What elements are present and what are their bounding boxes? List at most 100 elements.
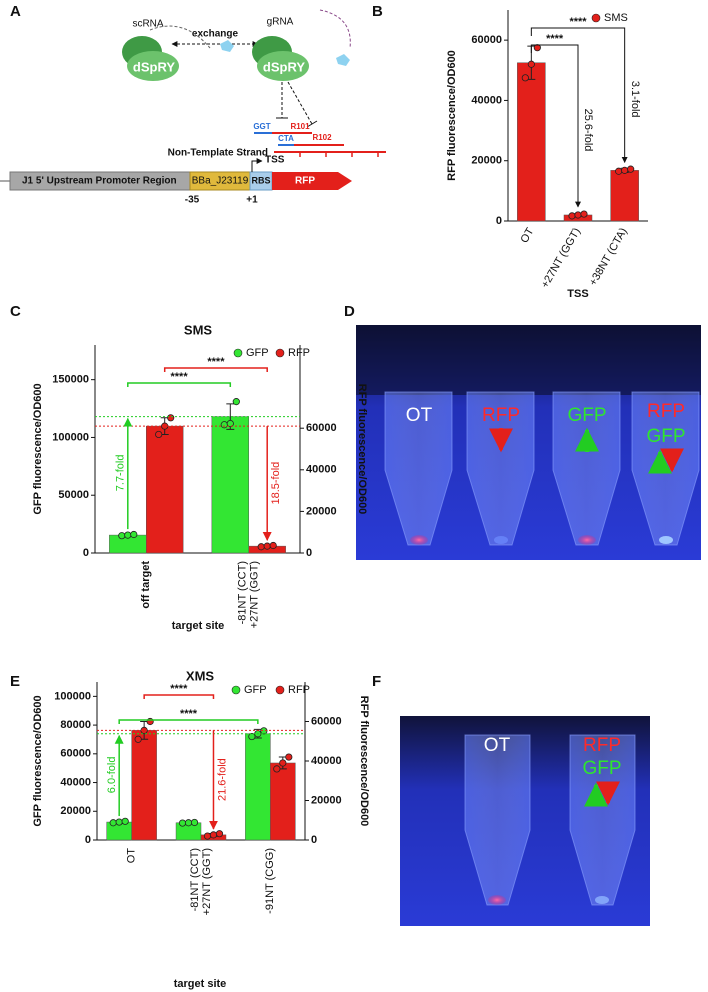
data-point [521,74,529,82]
y-tick-label: 50000 [58,489,89,501]
significance: **** [546,33,564,45]
y-tick-label: 40000 [471,94,502,106]
tube-label: OT [484,735,511,756]
data-point [134,735,142,743]
protein-label: dSpRY [133,59,175,74]
gene [272,172,352,190]
rbs-label: RBS [251,175,270,185]
data-point [178,819,187,827]
y-tick-label: 20000 [471,155,502,167]
y2-tick-label: 20000 [306,505,337,517]
data-point [167,414,175,422]
tube-label: GFP [567,405,606,426]
pam-label: CTA [278,134,294,143]
rna-icon [336,54,350,66]
data-point [533,44,541,52]
repression-line [287,81,313,125]
tube-label: GFP [646,426,685,447]
legend-label: RFP [288,347,310,359]
y2-tick-label: 60000 [306,422,337,434]
data-point [226,419,234,428]
tube-label: OT [406,405,433,426]
data-point [130,530,138,539]
legend-label: GFP [246,347,269,359]
y2-tick-label: 60000 [311,715,342,727]
y-tick-label: 60000 [471,34,502,46]
bracket [118,719,259,724]
tube [384,391,453,546]
chart-title: SMS [184,322,213,337]
protein [257,51,309,81]
y2-tick-label: 0 [311,834,317,846]
rna-icon [220,40,234,52]
label: scRNA [132,19,163,30]
x-tick-label: OT [518,226,536,245]
pellet [410,535,428,545]
data-point [155,430,163,439]
tube-label: RFP [583,735,621,756]
pellet [659,536,673,544]
y-axis-label: GFP fluorescence/OD600 [32,383,44,514]
data-point [273,765,281,773]
bracket [530,27,628,163]
y2-tick-label: 40000 [306,464,337,476]
tube [464,734,531,906]
data-point [527,60,535,68]
panel-d-photo: OT RFP GFP RFP GFP [356,325,701,560]
y-axis-label: RFP fluorescence/OD600 [446,50,458,181]
panel-label: B [372,3,383,20]
legend-marker [275,685,285,695]
x-tick-label: -81NT (CCT) [189,848,201,911]
significance: **** [207,356,225,368]
panel-label: E [10,673,20,690]
x-axis-label: target site [172,620,225,632]
x-axis-label: target site [174,978,227,990]
legend-marker [591,13,601,23]
data-point [269,541,277,550]
legend-marker [231,685,241,695]
y-tick-label: 40000 [60,776,91,788]
fold-label: 25.6-fold [582,109,594,152]
promoter-label: J1 5' Upstream Promoter Region [22,176,177,187]
x-tick-label: +38NT (CTA) [587,226,630,288]
legend-label: GFP [244,684,267,696]
significance: **** [569,16,587,28]
tube-label: GFP [582,758,621,779]
data-point [621,166,629,174]
tube [552,391,621,546]
label: exchange [192,29,239,40]
pellet [494,536,508,544]
y-tick-label: 0 [83,547,89,559]
data-point [574,211,582,219]
rna-strand [319,9,351,49]
y-axis-label: GFP fluorescence/OD600 [32,695,44,826]
y-tick-label: 80000 [60,719,91,731]
data-point [190,818,199,827]
position-label: -35 [185,195,200,206]
rna-strand [149,25,211,49]
legend-marker [275,348,285,358]
fold-label: 18.5-fold [270,462,282,505]
position-label: +1 [246,195,258,206]
data-point [140,726,148,734]
fold-label: 6.0-fold [106,757,118,794]
data-point [121,817,129,825]
bar [131,730,157,841]
bar [610,170,639,222]
significance: **** [170,371,188,383]
panel-f-photo: OT RFP GFP [400,716,650,926]
y2-axis-label: RFP fluorescence/OD600 [358,696,370,827]
fold-label: 21.6-fold [216,758,228,801]
data-point [220,421,228,429]
legend-label: SMS [604,12,628,24]
promoter-core-label: BBa_J23119 [192,176,249,187]
pellet [488,895,506,905]
x-tick-label: +27NT (GGT) [201,848,213,915]
data-point [627,165,635,173]
bar [270,762,296,841]
chart-title: XMS [186,668,215,683]
bracket [530,44,581,208]
data-point [260,727,268,735]
y-tick-label: 100000 [52,431,89,443]
data-point [115,818,123,826]
